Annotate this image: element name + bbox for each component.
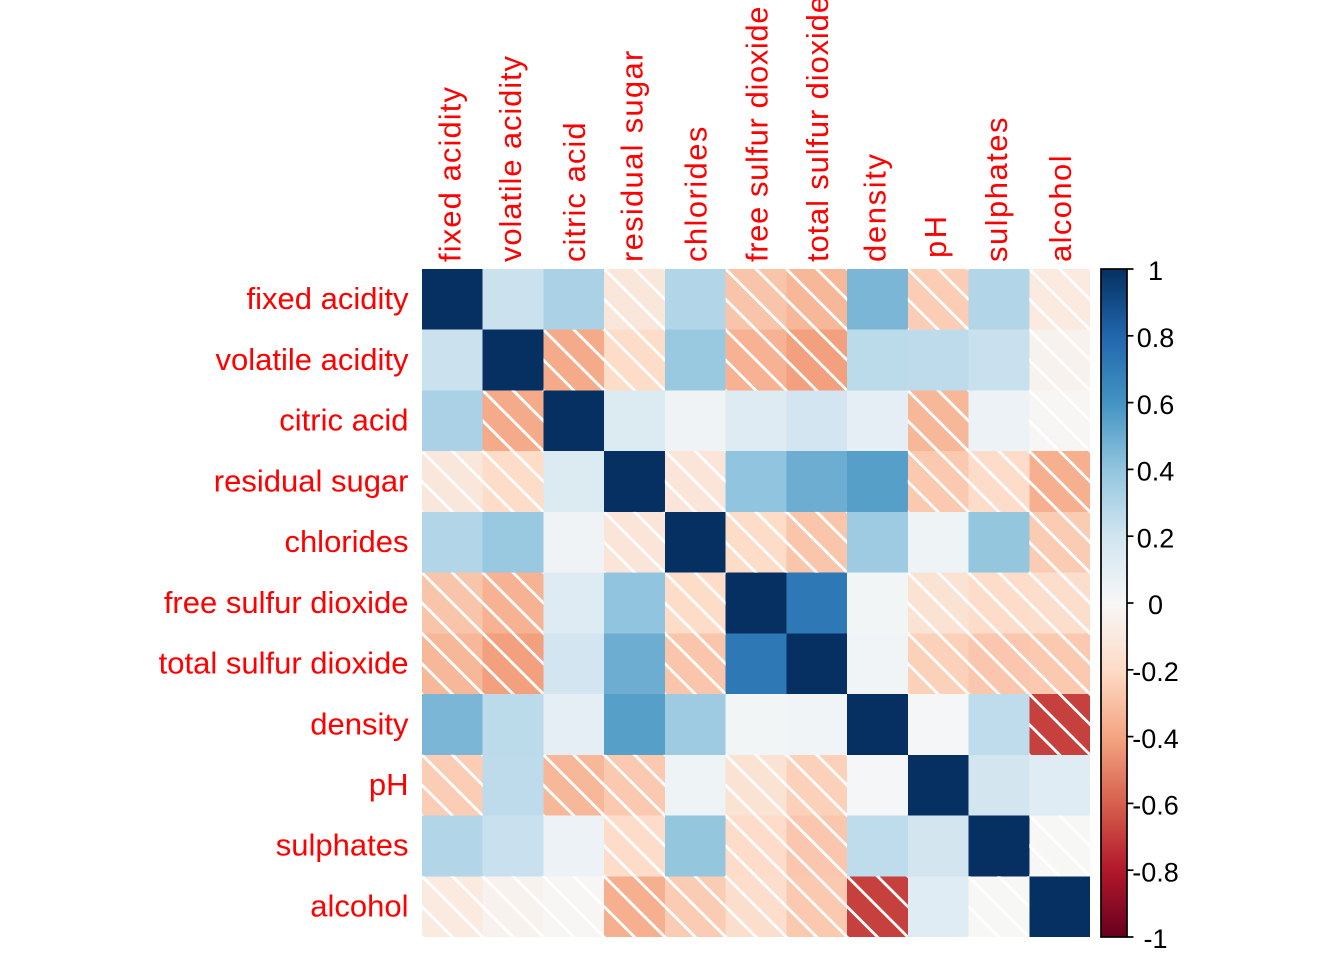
svg-text:fixed acidity: fixed acidity: [432, 87, 467, 263]
svg-text:volatile acidity: volatile acidity: [493, 56, 528, 263]
svg-text:-0.8: -0.8: [1132, 857, 1179, 887]
svg-text:0: 0: [1148, 590, 1163, 620]
svg-text:total sulfur dioxide: total sulfur dioxide: [159, 646, 409, 681]
svg-text:total sulfur dioxide: total sulfur dioxide: [800, 0, 835, 262]
svg-text:residual sugar: residual sugar: [214, 463, 409, 498]
svg-text:-0.6: -0.6: [1132, 791, 1179, 821]
svg-text:chlorides: chlorides: [679, 127, 714, 262]
svg-text:pH: pH: [918, 216, 953, 258]
svg-text:alcohol: alcohol: [1043, 155, 1078, 262]
svg-text:chlorides: chlorides: [284, 524, 408, 559]
svg-text:alcohol: alcohol: [310, 888, 408, 923]
svg-text:0.8: 0.8: [1137, 323, 1175, 353]
svg-text:volatile acidity: volatile acidity: [216, 342, 409, 377]
svg-text:0.4: 0.4: [1137, 457, 1175, 487]
svg-text:0.2: 0.2: [1137, 523, 1175, 553]
svg-text:free sulfur dioxide: free sulfur dioxide: [164, 585, 409, 620]
svg-text:0.6: 0.6: [1137, 390, 1175, 420]
svg-text:density: density: [310, 706, 409, 741]
svg-text:1: 1: [1148, 256, 1163, 286]
svg-text:-1: -1: [1143, 924, 1167, 954]
svg-text:density: density: [858, 154, 893, 263]
svg-text:fixed acidity: fixed acidity: [247, 281, 409, 316]
svg-text:sulphates: sulphates: [979, 118, 1014, 263]
svg-text:sulphates: sulphates: [276, 828, 409, 863]
svg-text:pH: pH: [369, 767, 409, 802]
svg-text:citric acid: citric acid: [279, 403, 408, 438]
svg-text:-0.4: -0.4: [1132, 724, 1179, 754]
svg-text:-0.2: -0.2: [1132, 657, 1179, 687]
svg-text:citric acid: citric acid: [557, 122, 592, 262]
svg-text:free sulfur dioxide: free sulfur dioxide: [739, 7, 774, 263]
svg-text:residual sugar: residual sugar: [615, 51, 650, 262]
